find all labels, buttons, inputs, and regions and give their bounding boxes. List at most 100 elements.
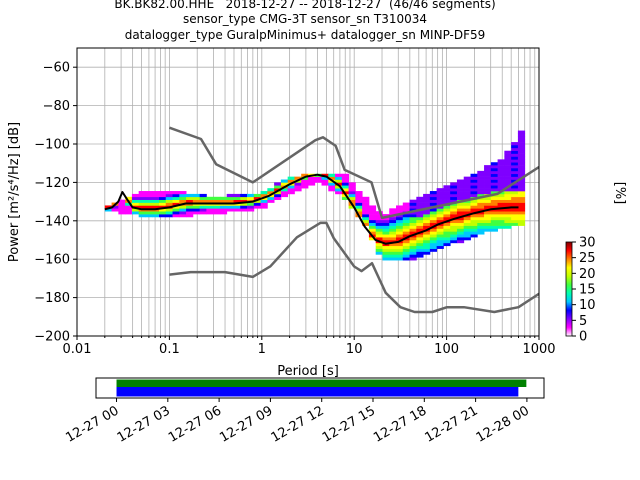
histogram-cell: [375, 228, 383, 232]
histogram-cell: [477, 170, 485, 175]
histogram-cell: [165, 191, 173, 195]
histogram-cell: [145, 214, 153, 218]
histogram-cell: [490, 202, 498, 206]
histogram-cell: [402, 208, 410, 212]
histogram-cell: [423, 234, 431, 238]
histogram-cell: [138, 202, 146, 206]
histogram-cell: [145, 205, 153, 209]
histogram-cell: [484, 191, 492, 195]
histogram-cell: [450, 225, 458, 229]
histogram-cell: [179, 208, 187, 212]
histogram-cell: [456, 231, 465, 235]
histogram-cell: [497, 162, 505, 166]
histogram-cell: [402, 202, 410, 206]
histogram-cell: [267, 196, 275, 200]
histogram-cell: [484, 225, 492, 229]
histogram-cell: [429, 228, 438, 232]
histogram-cell: [416, 205, 424, 209]
histogram-cell: [463, 182, 471, 186]
histogram-cell: [172, 196, 180, 200]
coverage-tick-label: 12-27 09: [217, 403, 275, 445]
histogram-cell: [362, 214, 370, 218]
histogram-cell: [382, 257, 390, 261]
histogram-cell: [436, 216, 444, 221]
histogram-cell: [152, 193, 160, 198]
histogram-cell: [287, 191, 295, 195]
y-axis-label: Power [m²/s⁴/Hz] [dB]: [7, 122, 22, 262]
histogram-cell: [504, 219, 512, 224]
histogram-cell: [443, 191, 451, 195]
histogram-cell: [172, 205, 180, 209]
histogram-cell: [416, 228, 424, 232]
histogram-cell: [389, 234, 397, 238]
histogram-cell: [172, 193, 180, 198]
coverage-tick-label: 12-27 00: [63, 403, 121, 445]
histogram-cell: [470, 179, 478, 183]
colorbar-tick-label: 20: [579, 267, 596, 282]
histogram-cell: [104, 205, 112, 209]
histogram-cell: [463, 219, 471, 224]
histogram-cell: [470, 219, 478, 224]
histogram-cell: [375, 237, 383, 241]
histogram-cell: [233, 193, 241, 198]
histogram-cell: [463, 222, 471, 226]
histogram-cell: [145, 196, 153, 200]
x-tick-label: 0.01: [63, 342, 92, 357]
histogram-cell: [382, 240, 390, 244]
histogram-cell: [484, 170, 492, 175]
histogram-cell: [490, 211, 498, 215]
histogram-cell: [348, 191, 356, 195]
histogram-cell: [456, 219, 465, 224]
histogram-cell: [484, 228, 492, 232]
histogram-cell: [158, 211, 167, 215]
histogram-cell: [389, 257, 397, 261]
histogram-cell: [497, 165, 505, 169]
histogram-cell: [382, 251, 390, 255]
histogram-cell: [260, 205, 268, 209]
histogram-cell: [396, 205, 404, 209]
histogram-cell: [463, 193, 471, 198]
histogram-cell: [490, 188, 498, 192]
histogram-cell: [517, 188, 526, 192]
histogram-cell: [389, 240, 397, 244]
mode-curve: [104, 173, 519, 245]
histogram-cell: [450, 214, 458, 218]
histogram-cell: [165, 193, 173, 198]
histogram-cell: [443, 225, 451, 229]
histogram-cell: [436, 219, 444, 224]
histogram-cell: [463, 234, 471, 238]
histogram-cell: [429, 214, 438, 218]
histogram-cell: [199, 199, 207, 203]
histogram-cell: [423, 208, 431, 212]
histogram-cell: [511, 191, 519, 195]
histogram-cell: [429, 196, 438, 200]
histogram-cell: [138, 196, 146, 200]
histogram-cell: [416, 242, 424, 247]
histogram-cell: [409, 199, 417, 203]
histogram-cell: [287, 179, 295, 183]
histogram-cell: [192, 199, 201, 203]
histogram-cell: [396, 257, 404, 261]
histogram-cell: [131, 202, 140, 206]
histogram-cell: [307, 182, 316, 186]
histogram-cell: [368, 237, 377, 241]
histogram-cell: [409, 248, 417, 252]
histogram-cell: [484, 188, 492, 192]
histogram-cell: [497, 185, 505, 189]
histogram-cell: [511, 176, 519, 180]
histogram-cell: [389, 219, 397, 224]
histogram-cell: [152, 202, 160, 206]
histogram-cell: [138, 214, 146, 218]
histogram-cell: [477, 228, 485, 232]
histogram-cell: [470, 228, 478, 232]
histogram-cell: [186, 211, 194, 215]
histogram-cell: [118, 208, 126, 212]
histogram-cell: [477, 214, 485, 218]
histogram-cell: [294, 185, 302, 189]
histogram-cell: [396, 214, 404, 218]
histogram-cell: [152, 211, 160, 215]
histogram-cell: [375, 245, 383, 249]
histogram-cell: [409, 245, 417, 249]
histogram-cell: [456, 182, 465, 186]
histogram-cell: [470, 202, 478, 206]
